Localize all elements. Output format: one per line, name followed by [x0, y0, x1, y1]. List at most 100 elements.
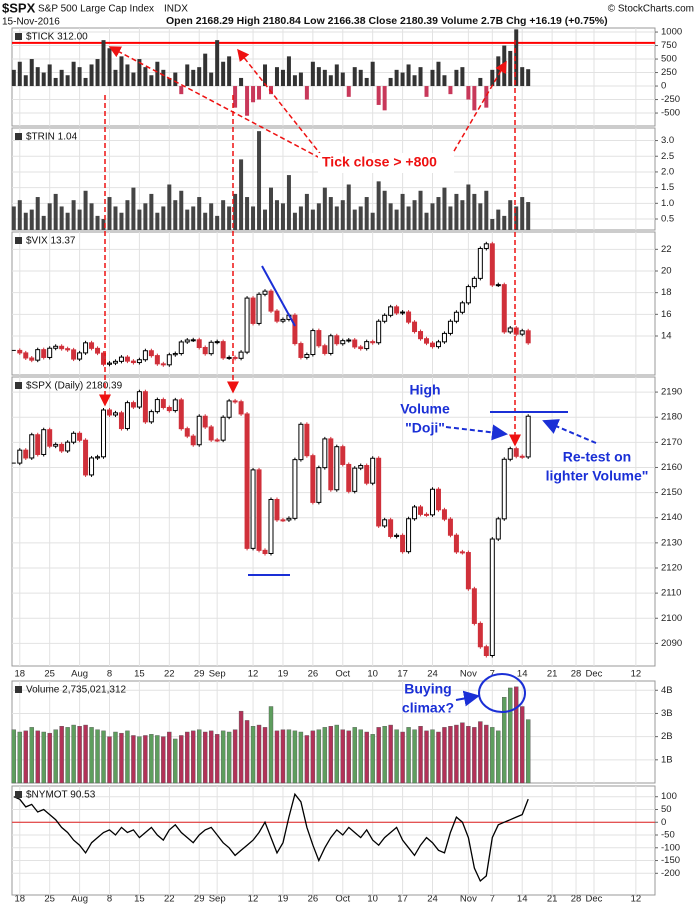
bar [131, 187, 136, 230]
bar [454, 724, 459, 784]
x-tick-label: 18 [14, 894, 25, 905]
bar [442, 187, 447, 230]
bar [239, 159, 244, 230]
title-swatch [15, 791, 22, 798]
x-tick-label: 7 [490, 669, 495, 680]
bar [131, 735, 136, 784]
bar [352, 727, 357, 784]
candle [232, 356, 238, 359]
bar [77, 209, 82, 230]
bar [412, 729, 417, 784]
bar [35, 197, 40, 230]
candle [459, 551, 465, 554]
bar [17, 200, 22, 230]
bar [244, 720, 250, 784]
candle [184, 428, 190, 437]
bar [454, 69, 459, 87]
bar [280, 729, 286, 784]
bar [65, 727, 70, 784]
bar [520, 67, 525, 87]
candle [124, 356, 130, 362]
candle [471, 588, 477, 624]
candle [453, 311, 459, 322]
bar [71, 200, 76, 230]
climax-note: Buying [404, 681, 451, 697]
bar [65, 212, 70, 230]
bar [472, 193, 477, 230]
bar [478, 77, 483, 87]
bar [412, 200, 417, 230]
bar [83, 190, 88, 230]
bar [239, 77, 244, 87]
candle [118, 412, 124, 430]
candle [483, 243, 489, 249]
candle [136, 359, 142, 364]
candle [196, 339, 202, 348]
bar [89, 727, 94, 784]
bar [113, 206, 118, 230]
candle [394, 306, 400, 314]
bar [197, 729, 202, 784]
arrow [445, 424, 508, 441]
y-tick-label: 20 [661, 266, 672, 277]
bar [364, 731, 369, 784]
candle [507, 327, 513, 333]
bar [191, 69, 196, 87]
bar [460, 67, 465, 87]
y-tick-label: 2.0 [661, 166, 674, 177]
bar [59, 69, 64, 87]
bar [29, 59, 34, 87]
bar [161, 736, 166, 784]
bar [209, 72, 214, 87]
candle [376, 320, 382, 344]
bar [71, 61, 76, 87]
candle [364, 341, 370, 350]
title-swatch [15, 686, 22, 693]
bar [334, 64, 339, 87]
candle [286, 517, 292, 521]
candle [154, 399, 160, 413]
candle [292, 314, 298, 345]
bar [496, 730, 501, 784]
bar [304, 735, 310, 784]
x-tick-label: 15 [134, 894, 145, 905]
candle [47, 347, 53, 358]
panel-frame [11, 680, 656, 784]
bar [47, 64, 52, 87]
candle [244, 413, 250, 549]
candle [268, 290, 274, 312]
bar [526, 69, 531, 87]
candle [400, 534, 406, 553]
bar [173, 200, 178, 230]
x-tick-label: Aug [71, 894, 88, 905]
x-tick-label: 19 [278, 894, 289, 905]
bar [508, 50, 513, 87]
bar [203, 212, 208, 230]
candle [226, 356, 232, 359]
candle [148, 411, 154, 423]
candle [376, 457, 382, 527]
candle [483, 646, 489, 656]
bar [245, 197, 250, 230]
panel-frame [11, 376, 656, 667]
title-swatch [15, 237, 22, 244]
bar [442, 75, 447, 87]
candle [250, 297, 256, 324]
candle [53, 345, 59, 349]
candle [184, 339, 190, 343]
candle [41, 429, 47, 455]
bar [490, 727, 495, 784]
symbol: $SPX [2, 0, 36, 15]
bar [149, 193, 154, 230]
x-tick-label: 18 [14, 669, 25, 680]
candle [226, 400, 232, 418]
bar [233, 86, 238, 108]
bar [179, 190, 184, 230]
arrow [237, 48, 323, 157]
bar [418, 726, 423, 784]
bar [502, 697, 507, 784]
bar [95, 729, 100, 784]
bar [119, 732, 124, 784]
bar [155, 61, 160, 87]
candle [250, 469, 256, 549]
